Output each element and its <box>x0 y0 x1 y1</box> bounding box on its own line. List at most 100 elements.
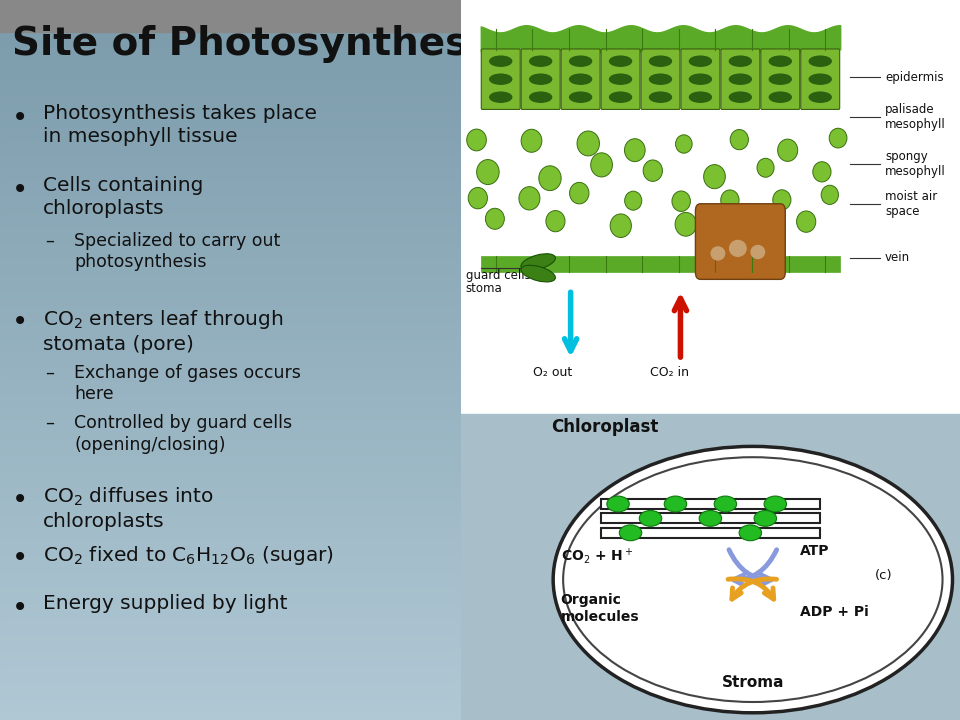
Ellipse shape <box>813 162 831 182</box>
Bar <box>461 0 960 414</box>
Bar <box>0 648 960 650</box>
Ellipse shape <box>625 192 642 210</box>
Ellipse shape <box>650 74 671 84</box>
Bar <box>0 24 960 27</box>
Bar <box>0 182 960 185</box>
Bar <box>0 711 960 713</box>
Bar <box>0 168 960 171</box>
Bar <box>0 576 960 578</box>
Bar <box>0 243 960 245</box>
Bar <box>0 595 960 598</box>
Bar <box>0 684 960 686</box>
Ellipse shape <box>619 525 641 541</box>
Bar <box>0 598 960 600</box>
Bar <box>0 45 960 48</box>
Bar <box>0 610 960 612</box>
Bar <box>0 603 960 605</box>
Bar <box>0 485 960 487</box>
Bar <box>0 600 960 603</box>
Bar <box>0 317 960 319</box>
Bar <box>0 254 960 257</box>
Text: –: – <box>46 414 55 432</box>
Bar <box>0 583 960 585</box>
Bar <box>0 295 960 297</box>
Bar <box>0 307 960 310</box>
Bar <box>0 434 960 437</box>
Text: •: • <box>12 544 28 572</box>
Ellipse shape <box>611 214 632 238</box>
Bar <box>0 0 960 2</box>
Bar <box>0 578 960 581</box>
Ellipse shape <box>736 221 756 243</box>
FancyBboxPatch shape <box>562 49 600 109</box>
Bar <box>0 499 960 502</box>
Bar <box>0 631 960 634</box>
Bar <box>0 91 960 94</box>
Bar <box>0 197 960 199</box>
Text: Chloroplast: Chloroplast <box>551 418 658 436</box>
Bar <box>0 607 960 610</box>
Bar <box>0 144 960 146</box>
Bar <box>0 562 960 564</box>
Bar <box>0 715 960 718</box>
Bar <box>0 701 960 703</box>
Bar <box>0 225 960 228</box>
Bar <box>0 559 960 562</box>
Bar <box>0 305 960 307</box>
Bar <box>0 698 960 701</box>
Bar <box>0 315 960 317</box>
Bar <box>0 427 960 430</box>
Bar <box>0 211 960 214</box>
Text: epidermis: epidermis <box>885 71 944 84</box>
Text: •: • <box>12 308 28 336</box>
Bar <box>0 619 960 621</box>
Ellipse shape <box>490 74 512 84</box>
Ellipse shape <box>521 265 556 282</box>
Bar <box>0 490 960 492</box>
Ellipse shape <box>773 190 791 210</box>
Bar <box>0 194 960 197</box>
Bar <box>0 468 960 470</box>
Bar <box>0 293 960 295</box>
Bar <box>0 331 960 333</box>
Bar <box>0 365 960 367</box>
Bar <box>0 103 960 106</box>
Bar <box>0 506 960 509</box>
Bar <box>0 50 960 53</box>
Text: Energy supplied by light: Energy supplied by light <box>43 594 288 613</box>
Bar <box>0 329 960 331</box>
Bar <box>0 542 960 545</box>
Text: CO$_2$ diffuses into
chloroplasts: CO$_2$ diffuses into chloroplasts <box>43 486 214 531</box>
Bar <box>0 387 960 389</box>
Text: ADP + Pi: ADP + Pi <box>801 605 869 619</box>
Bar <box>0 187 960 189</box>
Bar <box>0 643 960 646</box>
Bar <box>0 531 960 533</box>
Ellipse shape <box>468 187 488 209</box>
Bar <box>0 473 960 475</box>
FancyBboxPatch shape <box>481 49 520 109</box>
Ellipse shape <box>490 56 512 66</box>
Bar <box>0 677 960 679</box>
Bar <box>0 81 960 84</box>
Text: Controlled by guard cells
(opening/closing): Controlled by guard cells (opening/closi… <box>75 414 293 454</box>
Bar <box>0 27 960 29</box>
Bar <box>0 209 960 211</box>
FancyBboxPatch shape <box>601 528 820 538</box>
Bar <box>0 696 960 698</box>
Bar <box>0 405 960 408</box>
Bar <box>0 612 960 614</box>
Ellipse shape <box>711 247 725 260</box>
FancyBboxPatch shape <box>681 49 720 109</box>
Bar <box>0 115 960 117</box>
Bar <box>0 17 960 19</box>
Bar <box>0 89 960 91</box>
Bar <box>0 463 960 466</box>
Bar <box>0 300 960 302</box>
Ellipse shape <box>809 92 831 102</box>
Bar <box>0 34 960 36</box>
Bar <box>0 477 960 480</box>
Bar <box>0 446 960 449</box>
Bar <box>0 547 960 549</box>
Bar <box>0 326 960 329</box>
